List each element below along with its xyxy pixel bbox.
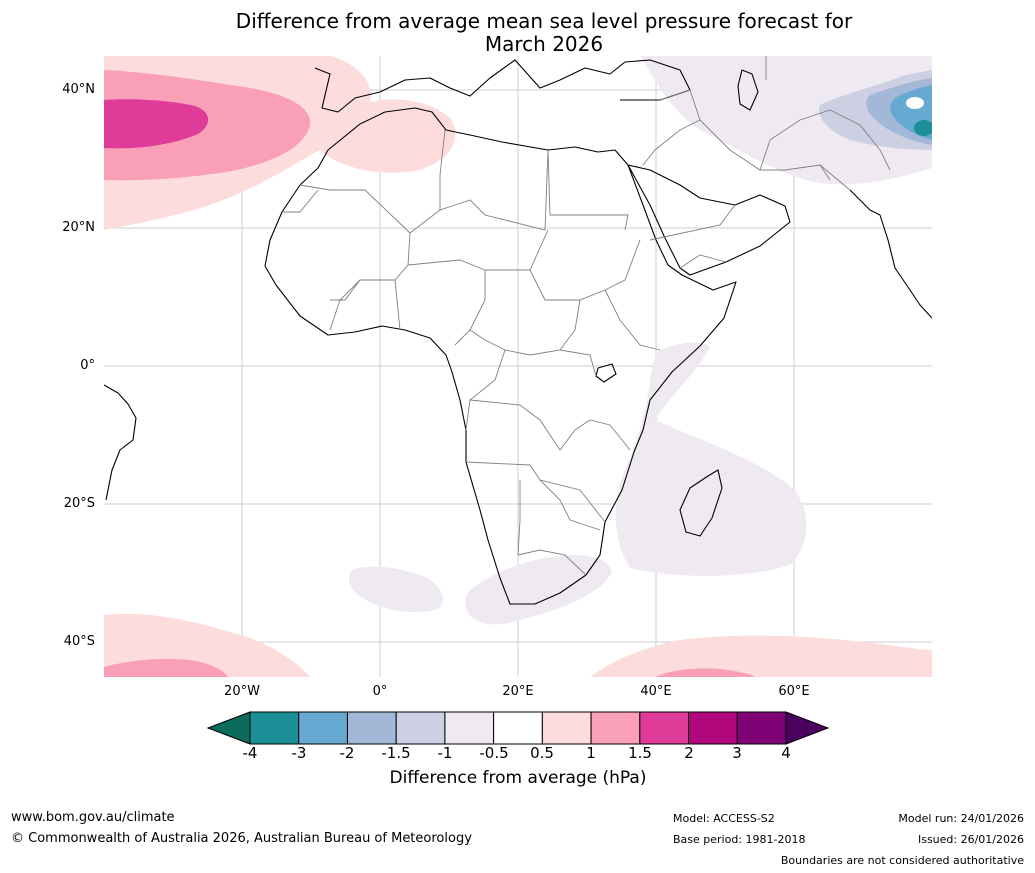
anomaly-southern-ocean-east-0.5: [590, 635, 932, 677]
caspian-coastline: [737, 69, 759, 111]
lon-label-0: 0°: [372, 684, 388, 699]
colorbar-cell: [541, 711, 592, 745]
map-title-line1: Difference from average mean sea level p…: [235, 9, 853, 33]
colorbar-cell: [444, 711, 495, 745]
colorbar-cell: [395, 711, 446, 745]
colorbar-cell: [249, 711, 300, 745]
map-title: Difference from average mean sea level p…: [104, 10, 984, 56]
europe-coastline: [314, 59, 691, 113]
footer-base-period: Base period: 1981-2018: [673, 833, 806, 846]
india-coastline: [849, 189, 932, 319]
colorbar-tick: 1: [586, 744, 596, 762]
colorbar-tick: 3: [732, 744, 742, 762]
colorbar-cell: [590, 711, 641, 745]
map-title-line2: March 2026: [484, 32, 604, 56]
anomaly-south-atlantic-minus-0.5: [348, 566, 444, 613]
colorbar-tick: -4: [242, 744, 258, 762]
colorbar-cell: [493, 711, 543, 745]
anomaly-asia-minus-3: [914, 120, 932, 136]
colorbar-tick: -1: [437, 744, 453, 762]
footer-model-run: Model run: 24/01/2026: [898, 812, 1024, 825]
lon-label-20w: 20°W: [224, 684, 260, 699]
south-america-coastline: [104, 384, 137, 501]
footer-site-link[interactable]: www.bom.gov.au/climate: [11, 810, 175, 825]
colorbar-tick: 0.5: [530, 744, 554, 762]
footer-issued: Issued: 26/01/2026: [917, 833, 1024, 846]
anomaly-asia-minus-0.5: [640, 56, 932, 185]
lon-label-20e: 20°E: [502, 684, 534, 699]
footer-disclaimer: Boundaries are not considered authoritat…: [780, 854, 1024, 867]
arabia-coastline: [627, 164, 791, 276]
lat-label-0: 0°: [80, 358, 95, 373]
anomaly-southern-ocean-east-1: [655, 668, 755, 677]
country-boundaries: [282, 56, 891, 576]
colorbar-tick: -1.5: [381, 744, 411, 762]
colorbar-tick: 4: [781, 744, 791, 762]
lat-label-40n: 40°N: [62, 82, 95, 97]
anomaly-cape-minus-0.5: [465, 554, 612, 625]
anomaly-asia-gap: [906, 97, 924, 109]
anomaly-indian-ocean-minus-0.5: [615, 342, 807, 576]
lake-victoria: [595, 363, 617, 383]
madagascar-coastline: [679, 469, 723, 537]
colorbar-tick: 1.5: [628, 744, 652, 762]
lon-label-40e: 40°E: [640, 684, 672, 699]
lat-label-40s: 40°S: [63, 634, 95, 649]
colorbar-tick: -2: [339, 744, 355, 762]
colorbar-cell: [346, 711, 397, 745]
lat-label-20s: 20°S: [63, 496, 95, 511]
colorbar-cells: [249, 711, 787, 745]
colorbar-cell: [298, 711, 348, 745]
colorbar-tick: 2: [684, 744, 694, 762]
lat-label-20n: 20°N: [62, 220, 95, 235]
colorbar: [206, 711, 830, 745]
anomaly-southern-ocean-west-1: [104, 658, 228, 677]
colorbar-tick: -0.5: [479, 744, 509, 762]
colorbar-cell: [688, 711, 738, 745]
colorbar-low-extend: [206, 711, 251, 745]
map-area: [104, 56, 932, 677]
anomaly-north-atlantic-1: [104, 70, 311, 181]
footer-copyright: © Commonwealth of Australia 2026, Austra…: [11, 831, 472, 846]
anomaly-north-atlantic-1.5: [104, 99, 209, 149]
lon-label-60e: 60°E: [778, 684, 810, 699]
colorbar-cell: [639, 711, 690, 745]
colorbar-label: Difference from average (hPa): [389, 768, 647, 788]
footer-model: Model: ACCESS-S2: [673, 812, 775, 825]
colorbar-high-extend: [785, 711, 830, 745]
colorbar-tick: -3: [291, 744, 307, 762]
colorbar-cell: [736, 711, 787, 745]
